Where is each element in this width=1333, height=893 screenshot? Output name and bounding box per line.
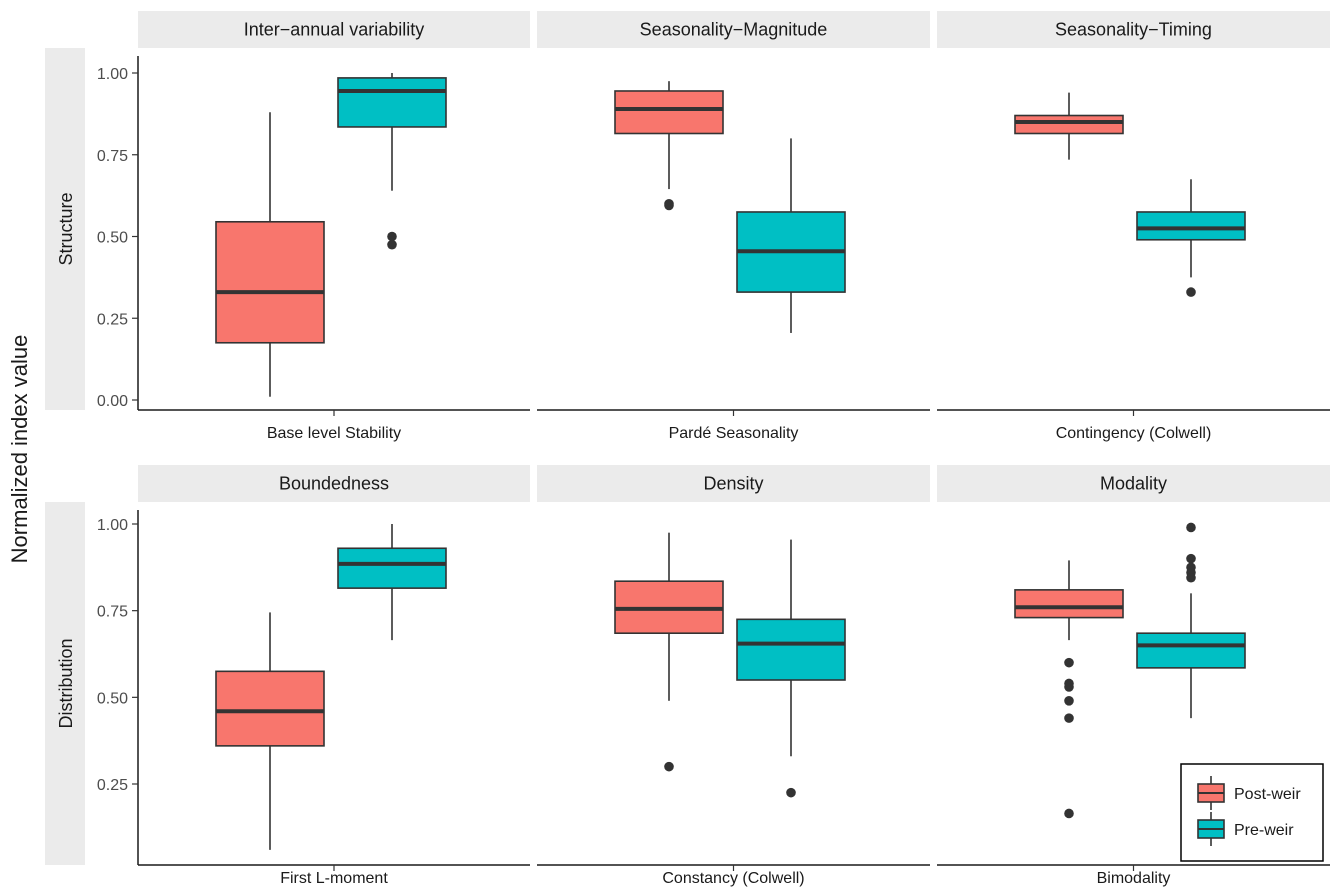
facet-title: Boundedness — [279, 474, 389, 494]
facet-title: Seasonality−Timing — [1055, 20, 1212, 40]
y-tick-label: 0.00 — [97, 393, 128, 410]
facet-strip — [138, 11, 530, 48]
facet-title: Density — [703, 474, 763, 494]
x-category-label: Constancy (Colwell) — [662, 870, 804, 887]
facet-title: Modality — [1100, 474, 1167, 494]
outlier-point — [387, 239, 397, 250]
legend-label: Post-weir — [1234, 786, 1301, 803]
box-post-weir — [1014, 114, 1124, 135]
outlier-point — [387, 231, 397, 242]
x-category-label: First L-moment — [280, 870, 388, 887]
y-axis-label: Normalized index value — [7, 335, 32, 564]
box-pre-weir — [337, 77, 447, 128]
legend-label: Pre-weir — [1234, 822, 1294, 839]
box-pre-weir — [337, 547, 447, 589]
y-tick-label: 1.00 — [97, 66, 128, 83]
x-category-label: Pardé Seasonality — [669, 425, 799, 442]
x-category-label: Base level Stability — [267, 425, 401, 442]
y-tick-label: 0.25 — [97, 777, 128, 794]
outlier-point — [1064, 696, 1074, 706]
legend-frame — [1180, 763, 1324, 862]
box-post-weir — [614, 90, 724, 135]
outlier-point — [1064, 808, 1074, 819]
outlier-point — [1064, 657, 1074, 668]
x-category-label: Contingency (Colwell) — [1056, 425, 1212, 442]
box-post-weir — [215, 220, 325, 344]
outlier-point — [664, 761, 674, 772]
outlier-point — [786, 787, 796, 798]
outlier-point — [664, 200, 674, 211]
y-tick-label: 0.75 — [97, 148, 128, 165]
outlier-point — [1064, 682, 1074, 692]
facet-strip — [537, 11, 930, 48]
outlier-point — [1186, 572, 1196, 583]
facet-title: Seasonality−Magnitude — [640, 20, 828, 40]
outlier-point — [1186, 287, 1196, 297]
row-strip-label: Structure — [56, 192, 76, 265]
box-post-weir — [215, 670, 325, 747]
outlier-point — [1186, 522, 1196, 533]
y-tick-label: 1.00 — [97, 517, 128, 534]
outlier-point — [1064, 713, 1074, 723]
y-tick-label: 0.50 — [97, 230, 128, 247]
y-tick-label: 0.50 — [97, 690, 128, 707]
facet-title: Inter−annual variability — [244, 20, 425, 40]
y-tick-label: 0.75 — [97, 604, 128, 621]
x-category-label: Bimodality — [1097, 870, 1171, 887]
facet-strip — [937, 11, 1330, 48]
facet-strip — [138, 465, 530, 502]
box-pre-weir — [1136, 632, 1246, 669]
outlier-point — [1186, 553, 1196, 564]
facet-strip — [537, 465, 930, 502]
row-strip — [45, 502, 85, 865]
box-pre-weir — [736, 618, 846, 681]
facet-strip — [937, 465, 1330, 502]
box-post-weir — [1014, 589, 1124, 619]
y-tick-label: 0.25 — [97, 311, 128, 328]
row-strip — [45, 48, 85, 410]
box-pre-weir — [1136, 211, 1246, 241]
row-strip-label: Distribution — [56, 638, 76, 728]
